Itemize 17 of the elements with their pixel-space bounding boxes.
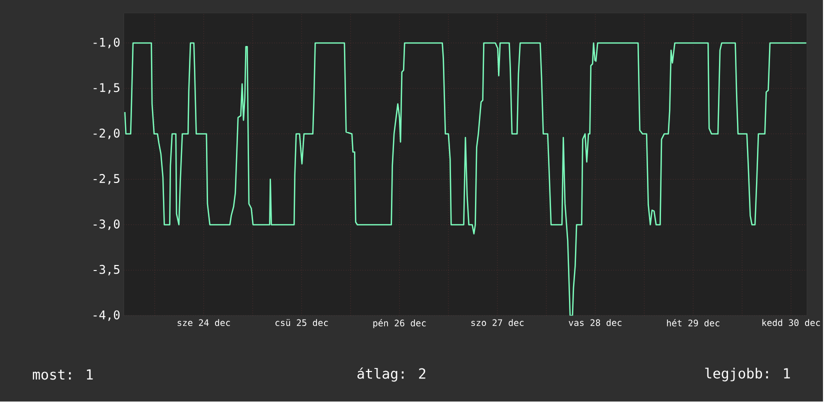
x-tick-label: vas 28 dec [568, 319, 622, 326]
x-tick-label: hét 29 dec [667, 319, 720, 327]
y-tick-label: -1,0 [94, 38, 120, 48]
x-tick-label: sze 24 dec [178, 319, 230, 326]
y-tick-label: -2,5 [94, 174, 120, 185]
x-tick-label: pén 26 dec [373, 319, 426, 328]
text: most: 1 [32, 370, 93, 380]
y-tick-label: -4,0 [94, 310, 120, 322]
text: átlag: 2 [357, 368, 426, 382]
y-tick-label: -3,5 [94, 265, 120, 276]
x-tick-label: szo 27 dec [471, 319, 524, 326]
x-tick-label: kedd 30 dec [762, 319, 820, 326]
y-tick-label: -3,0 [94, 220, 120, 230]
y-tick-label: -1,5 [94, 83, 120, 94]
x-tick-label: csü 25 dec [276, 319, 328, 326]
text: legjobb: 1 [705, 368, 790, 382]
y-tick-label: -2,0 [94, 128, 120, 140]
